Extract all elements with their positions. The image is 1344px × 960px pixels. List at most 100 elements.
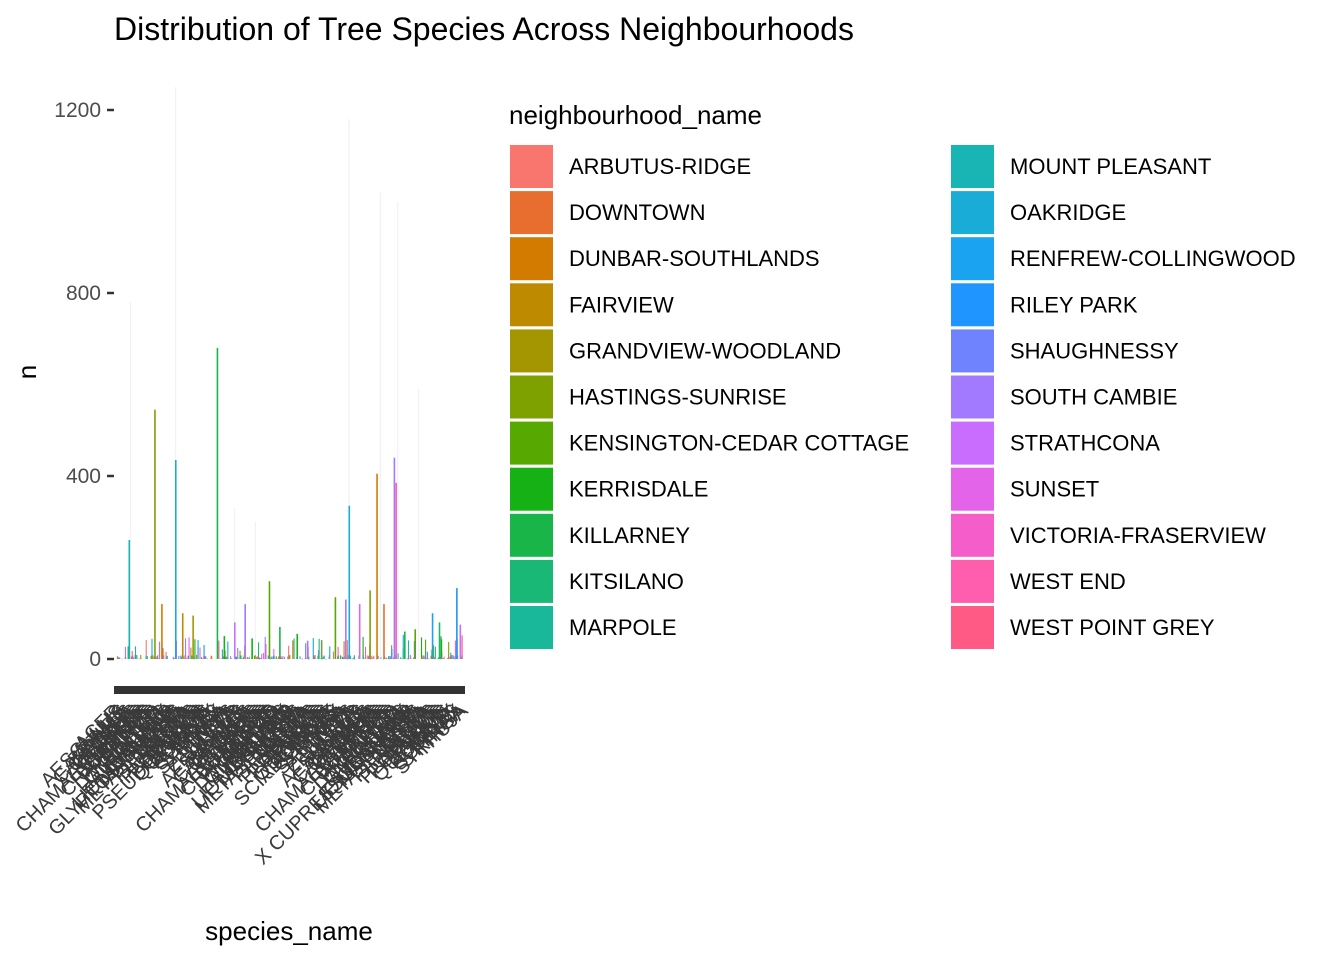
bar	[456, 588, 458, 659]
bar	[276, 658, 278, 660]
legend-label: HASTINGS-SUNRISE	[569, 385, 787, 410]
bar	[269, 658, 271, 660]
bar	[174, 459, 177, 659]
bar	[454, 640, 457, 659]
bar	[353, 655, 356, 659]
legend-label: SUNSET	[1010, 477, 1099, 502]
bar	[371, 655, 373, 659]
legend-items: ARBUTUS-RIDGE DOWNTOWN DUNBAR-SOUTHLANDS FA…	[510, 145, 1296, 649]
faint-bar	[417, 389, 420, 659]
bar	[220, 658, 222, 659]
bar	[258, 658, 260, 660]
y-tick-label: 0	[89, 648, 101, 671]
bar	[116, 656, 119, 659]
legend-label: VICTORIA-FRASERVIEW	[1010, 523, 1266, 548]
bar	[348, 505, 351, 659]
bar	[272, 656, 274, 659]
bar	[178, 655, 180, 659]
faint-bar	[174, 87, 177, 659]
faint-bars-layer	[129, 87, 420, 659]
y-axis-title: n	[12, 365, 42, 379]
bar	[380, 657, 382, 659]
bar	[124, 646, 127, 659]
bar	[267, 655, 269, 659]
bar	[226, 656, 228, 659]
bar	[363, 657, 365, 659]
bar	[157, 655, 159, 659]
bar	[390, 657, 392, 659]
bar	[364, 646, 367, 659]
bar	[180, 655, 182, 659]
bar	[312, 638, 314, 659]
y-tick-label: 800	[66, 282, 101, 305]
bar	[165, 651, 167, 659]
legend-swatch	[951, 559, 994, 603]
bar	[407, 658, 409, 659]
bar	[161, 604, 163, 659]
bar	[288, 645, 290, 659]
bar	[288, 655, 290, 659]
legend-swatch	[951, 421, 994, 465]
bar	[188, 637, 190, 659]
bar	[373, 655, 375, 659]
bar	[308, 656, 310, 659]
bar	[187, 655, 189, 659]
bar	[211, 656, 213, 659]
bar	[257, 642, 260, 659]
bar	[280, 656, 282, 659]
legend-label: KERRISDALE	[569, 477, 708, 502]
bar	[346, 640, 348, 659]
bar	[134, 655, 136, 659]
bar	[452, 655, 454, 659]
bar	[237, 648, 239, 659]
bar	[222, 656, 225, 659]
bar	[322, 656, 324, 659]
bar	[329, 646, 331, 659]
bar	[369, 658, 371, 660]
bar	[145, 639, 147, 659]
bar	[156, 656, 158, 659]
bar	[221, 649, 223, 659]
bar	[265, 643, 267, 659]
bar	[282, 656, 284, 659]
bar	[434, 646, 436, 659]
bar	[341, 656, 343, 659]
legend-label: WEST POINT GREY	[1010, 615, 1215, 640]
bar	[263, 652, 265, 659]
bar	[308, 658, 310, 660]
bar	[151, 638, 153, 659]
legend-label: KILLARNEY	[569, 523, 690, 548]
legend-swatch	[510, 375, 553, 419]
bar	[194, 639, 196, 659]
bar	[306, 640, 309, 659]
bar	[423, 656, 425, 659]
bar	[352, 658, 354, 660]
bar	[358, 604, 361, 659]
bar	[184, 638, 187, 659]
bar	[289, 655, 291, 659]
bar	[317, 650, 320, 659]
bar	[397, 653, 399, 659]
legend-swatch	[951, 329, 994, 373]
y-axis: 0 400 800 1200	[54, 99, 114, 671]
bar	[235, 658, 237, 660]
bar	[183, 658, 186, 659]
bar	[328, 656, 330, 659]
small-bars-layer	[116, 634, 463, 660]
bar	[158, 641, 161, 659]
bar	[407, 658, 409, 660]
bar	[216, 347, 219, 659]
bar	[391, 648, 393, 659]
x-axis-tick-labels: ACERAESCULUSALNUSBETULACARPINUSCATALPACE…	[12, 700, 473, 870]
bar	[448, 642, 450, 659]
bar	[336, 656, 339, 659]
bar	[239, 650, 241, 659]
bar	[314, 655, 316, 659]
bar	[261, 653, 263, 659]
bar	[313, 655, 315, 659]
bar	[351, 658, 353, 660]
bar	[131, 651, 133, 659]
bar	[438, 622, 441, 659]
bar	[344, 656, 346, 659]
bar	[146, 656, 148, 659]
